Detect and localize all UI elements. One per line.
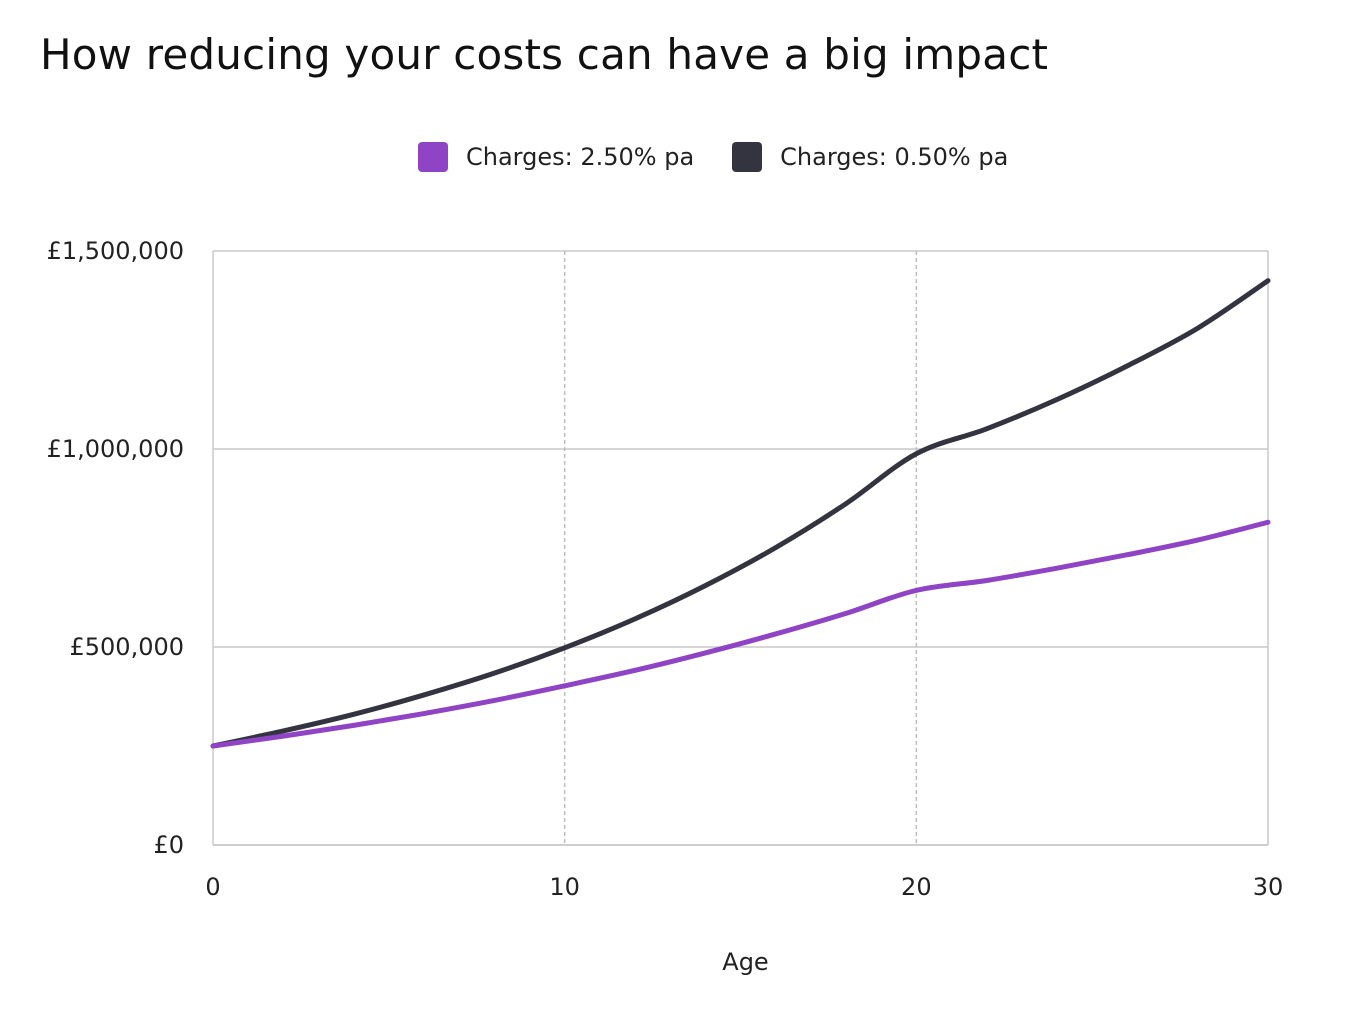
x-tick-label: 10 xyxy=(549,873,580,901)
legend-item-high-charges[interactable]: Charges: 2.50% pa xyxy=(418,142,694,172)
x-tick-label: 30 xyxy=(1253,873,1284,901)
chart-title: How reducing your costs can have a big i… xyxy=(40,30,1049,79)
series-line-high-charges xyxy=(210,519,1271,749)
legend-swatch-low-charges xyxy=(732,142,763,172)
x-tick-label: 20 xyxy=(901,873,932,901)
x-tick-label: 0 xyxy=(205,873,220,901)
legend-label-low-charges: Charges: 0.50% pa xyxy=(780,143,1009,171)
legend-label-high-charges: Charges: 2.50% pa xyxy=(466,143,695,171)
y-tick-label: £0 xyxy=(153,831,184,859)
legend-swatch-high-charges xyxy=(418,142,448,172)
legend: Charges: 2.50% pa Charges: 0.50% pa xyxy=(418,142,1008,172)
series-line-low-charges xyxy=(210,278,1271,749)
y-tick-label: £1,500,000 xyxy=(47,237,184,265)
y-tick-label: £1,000,000 xyxy=(47,435,184,463)
x-axis-title: Age xyxy=(722,948,768,976)
y-tick-label: £500,000 xyxy=(69,633,184,661)
legend-item-low-charges[interactable]: Charges: 0.50% pa xyxy=(732,142,1008,172)
